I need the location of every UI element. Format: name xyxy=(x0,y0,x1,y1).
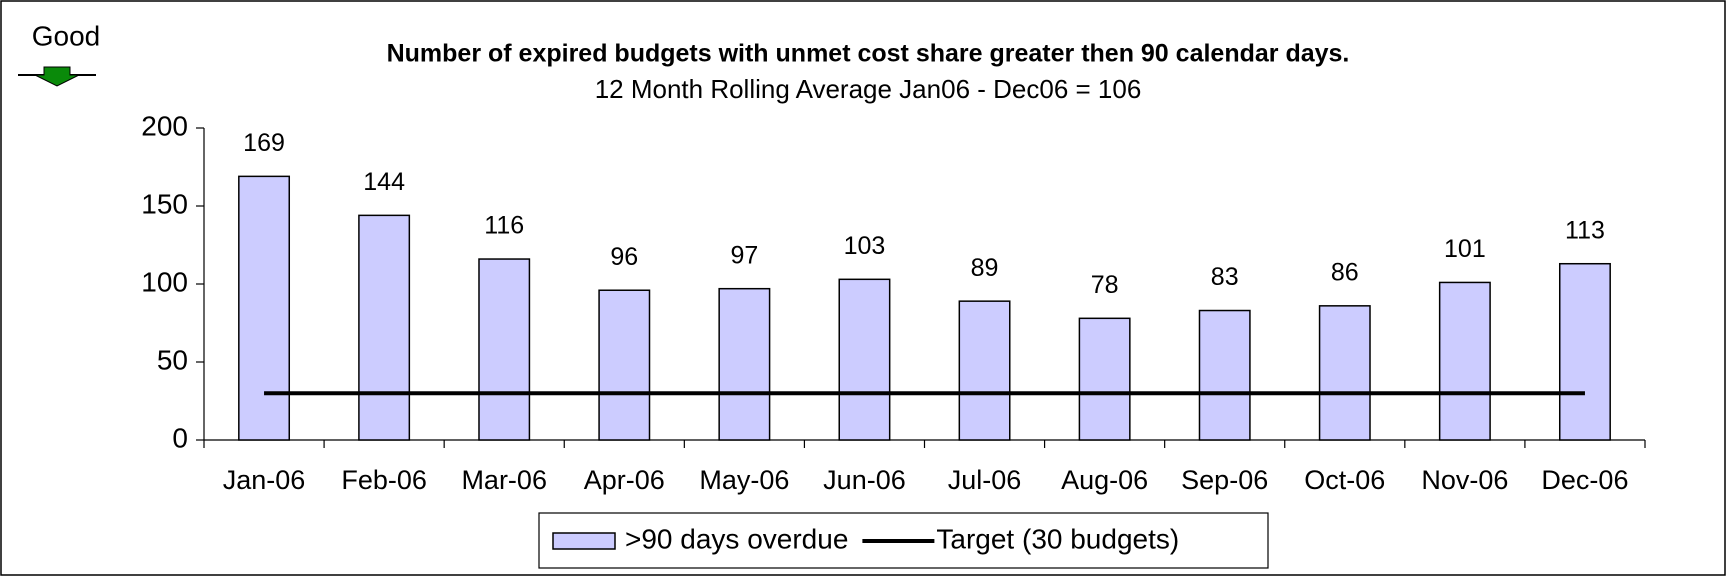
legend-label: >90 days overdue xyxy=(625,523,848,554)
x-tick-label: Nov-06 xyxy=(1421,465,1508,495)
x-tick-label: Jul-06 xyxy=(948,465,1022,495)
chart-subtitle: 12 Month Rolling Average Jan06 - Dec06 =… xyxy=(595,74,1142,104)
legend-label: Target (30 budgets) xyxy=(936,523,1179,554)
bar xyxy=(358,214,411,441)
bar xyxy=(1558,262,1611,441)
data-label: 96 xyxy=(610,243,638,271)
data-label: 86 xyxy=(1331,258,1359,286)
bar xyxy=(238,175,291,441)
y-tick-label: 50 xyxy=(157,344,188,375)
bar xyxy=(1318,305,1371,441)
y-tick-label: 150 xyxy=(141,188,188,219)
data-label: 169 xyxy=(243,129,285,157)
bar xyxy=(958,300,1011,441)
bar xyxy=(1198,309,1251,441)
data-label: 103 xyxy=(844,232,886,260)
data-label: 89 xyxy=(971,254,999,282)
bar xyxy=(478,258,531,441)
good-arrow xyxy=(18,66,96,87)
bar xyxy=(718,287,771,441)
y-tick-label: 0 xyxy=(172,422,188,453)
data-label: 116 xyxy=(484,212,524,240)
x-tick-label: Apr-06 xyxy=(584,465,665,495)
bar xyxy=(598,289,651,441)
legend-swatch xyxy=(552,532,616,550)
data-label: 78 xyxy=(1091,271,1119,299)
x-tick-label: Jan-06 xyxy=(223,465,306,495)
chart-title: Number of expired budgets with unmet cos… xyxy=(387,40,1350,68)
bar xyxy=(1438,281,1491,441)
data-label: 113 xyxy=(1565,216,1605,244)
y-tick-label: 200 xyxy=(141,110,188,141)
x-tick-label: Oct-06 xyxy=(1304,465,1385,495)
x-tick-label: Dec-06 xyxy=(1541,465,1628,495)
data-label: 144 xyxy=(363,168,405,196)
x-tick-label: Aug-06 xyxy=(1061,465,1148,495)
x-tick-label: Sep-06 xyxy=(1181,465,1268,495)
data-label: 97 xyxy=(730,241,758,269)
x-tick-label: Jun-06 xyxy=(823,465,906,495)
data-label: 83 xyxy=(1211,263,1239,291)
y-tick-label: 100 xyxy=(141,266,188,297)
bar xyxy=(838,278,891,441)
annotation: Good xyxy=(32,20,101,51)
bar xyxy=(1078,317,1131,441)
x-tick-label: May-06 xyxy=(699,465,789,495)
x-tick-label: Feb-06 xyxy=(341,465,427,495)
data-label: 101 xyxy=(1444,235,1486,263)
x-tick-label: Mar-06 xyxy=(461,465,547,495)
